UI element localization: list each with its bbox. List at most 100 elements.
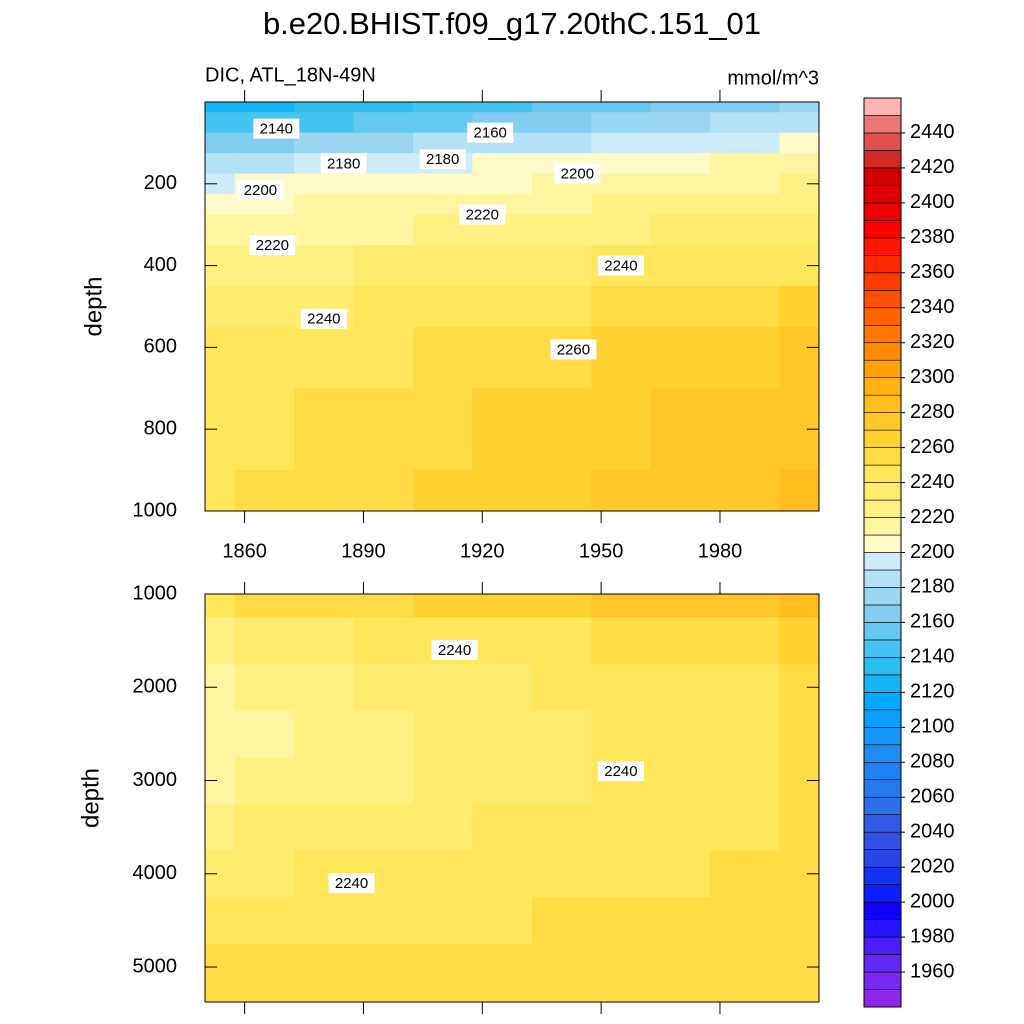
- contour-cell: [710, 897, 780, 945]
- colorbar-box: [863, 185, 902, 204]
- contour-cell: [294, 112, 355, 134]
- contour-cell: [710, 153, 780, 175]
- contour-cell: [234, 984, 295, 1002]
- contour-cell: [205, 594, 236, 618]
- contour-cell: [591, 286, 652, 328]
- contour-cell: [591, 214, 652, 246]
- contour-cell: [412, 710, 473, 758]
- colorbar-tick-label: 2180: [910, 576, 955, 598]
- contour-label: 2220: [256, 237, 289, 254]
- colorbar-box: [863, 464, 902, 483]
- colorbar-box: [863, 849, 902, 868]
- contour-label-bg: [320, 153, 367, 174]
- contour-cell: [412, 132, 473, 154]
- contour-cell: [710, 194, 780, 216]
- contour-cell: [205, 132, 236, 154]
- colorbar-box: [863, 255, 902, 274]
- contour-cell: [294, 663, 355, 712]
- y-tick-label: 1000: [133, 582, 178, 604]
- contour-cell: [234, 757, 295, 805]
- colorbar-box: [863, 132, 902, 151]
- contour-cell: [353, 757, 414, 805]
- colorbar-tick-label: 2360: [910, 261, 955, 283]
- contour-cell: [294, 470, 355, 511]
- contour-cell: [710, 112, 780, 134]
- contour-cell: [353, 470, 414, 511]
- colorbar-box: [863, 936, 902, 955]
- contour-cell: [710, 102, 780, 113]
- colorbar-tick-label: 2420: [910, 156, 955, 178]
- colorbar-box: [863, 517, 902, 536]
- contour-cell: [234, 388, 295, 471]
- contour-cell: [234, 153, 295, 175]
- contour-cell: [234, 286, 295, 328]
- contour-cell: [412, 897, 473, 945]
- y-tick-label: 800: [144, 417, 177, 439]
- contour-cell: [234, 102, 295, 113]
- contour-cell: [650, 943, 711, 986]
- contour-cell: [294, 710, 355, 758]
- contour-label: 2200: [244, 182, 277, 199]
- contour-cell: [205, 710, 236, 758]
- contour-cell: [591, 710, 652, 758]
- colorbar-box: [863, 709, 902, 728]
- contour-cell: [710, 245, 780, 287]
- contour-label: 2160: [474, 125, 507, 142]
- contour-cell: [591, 617, 652, 665]
- colorbar-box: [863, 639, 902, 658]
- contour-cell: [294, 173, 355, 195]
- colorbar-box: [863, 761, 902, 781]
- contour-cell: [353, 173, 414, 195]
- contour-cell: [412, 245, 473, 287]
- y-tick-label: 5000: [133, 955, 178, 977]
- contour-cell: [650, 194, 711, 216]
- contour-cell: [234, 710, 295, 758]
- contour-label-bg: [419, 149, 466, 170]
- contour-cell: [234, 850, 295, 898]
- contour-cell: [205, 194, 236, 216]
- contour-cell: [412, 326, 473, 389]
- contour-cell: [591, 102, 652, 113]
- colorbar-box: [863, 831, 902, 850]
- contour-cell: [353, 388, 414, 471]
- contour-cell: [205, 617, 236, 665]
- contour-cell: [472, 803, 533, 852]
- contour-cell: [472, 173, 533, 195]
- colorbar-box: [863, 237, 902, 256]
- contour-cell: [650, 470, 711, 511]
- contour-cell: [650, 984, 711, 1002]
- colorbar-box: [863, 989, 902, 1008]
- colorbar-box: [863, 97, 902, 116]
- colorbar-box: [863, 482, 902, 501]
- contour-cell: [531, 112, 592, 134]
- contour-cell: [779, 194, 819, 216]
- contour-cell: [353, 214, 414, 246]
- contour-cell: [205, 470, 236, 511]
- contour-cell: [779, 112, 819, 134]
- contour-cell: [779, 617, 819, 665]
- contour-label-bg: [597, 761, 644, 782]
- contour-cell: [710, 132, 780, 154]
- contour-cell: [710, 173, 780, 195]
- contour-cell: [412, 470, 473, 511]
- contour-cell: [294, 132, 355, 154]
- contour-cell: [234, 803, 295, 852]
- contour-cell: [205, 214, 236, 246]
- contour-cell: [353, 132, 414, 154]
- contour-cell: [591, 850, 652, 898]
- contour-cell: [710, 663, 780, 712]
- colorbar-box: [863, 220, 902, 239]
- colorbar-box: [863, 202, 902, 221]
- contour-cell: [650, 326, 711, 389]
- contour-label: 2240: [438, 642, 471, 659]
- contour-cell: [472, 710, 533, 758]
- contour-cell: [205, 286, 236, 328]
- contour-label: 2180: [426, 151, 459, 168]
- colorbar-box: [863, 150, 902, 169]
- colorbar-box: [863, 587, 902, 606]
- contour-cell: [650, 245, 711, 287]
- contour-cell: [205, 102, 236, 113]
- x-tick-label: 1950: [579, 540, 624, 562]
- contour-cell: [591, 470, 652, 511]
- colorbar-box: [863, 167, 902, 186]
